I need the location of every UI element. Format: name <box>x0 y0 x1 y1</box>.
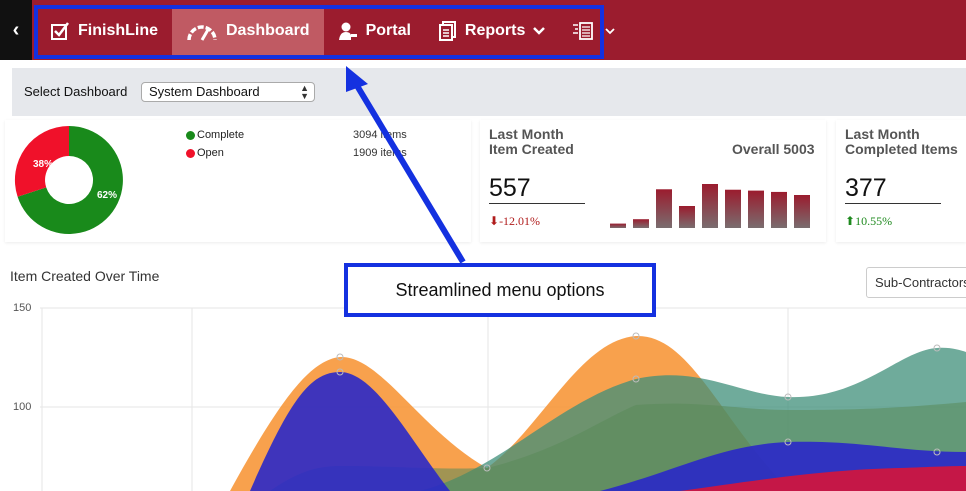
y-tick-150: 150 <box>13 302 32 314</box>
list-doc-icon <box>573 21 597 41</box>
nav-more-reports[interactable] <box>559 7 629 55</box>
dashboard-select-value: System Dashboard <box>149 84 260 99</box>
series-blue2-area <box>600 441 966 491</box>
items-created-title: Last Month Item Created <box>489 127 574 157</box>
dashboard-select-bar: Select Dashboard System Dashboard ▲ ▼ <box>12 68 966 116</box>
complete-count: 3094 items <box>353 129 407 141</box>
main-menu: FinishLine Dashboard Portal Reports <box>36 7 629 55</box>
series-orange-area <box>230 335 790 491</box>
arrow-up-icon: ⬆ <box>845 214 856 228</box>
sparkline-bar <box>748 190 764 228</box>
underline <box>489 203 585 204</box>
completed-title: Last Month Completed Items <box>845 127 958 157</box>
completed-title-line1: Last Month <box>845 126 920 142</box>
items-created-card: Last Month Item Created Overall 5003 557… <box>480 120 826 242</box>
checkbox-icon <box>50 21 70 41</box>
donut-open-percent: 38% <box>33 159 53 170</box>
speedometer-icon <box>186 20 218 42</box>
user-key-icon <box>338 21 358 41</box>
nav-finishline[interactable]: FinishLine <box>36 7 172 55</box>
monthly-bar-sparkline <box>610 184 810 228</box>
items-created-delta-value: -12.01% <box>499 214 541 228</box>
nav-finishline-label: FinishLine <box>78 22 158 39</box>
series-red-area <box>680 466 966 491</box>
series-teal-area <box>420 347 966 491</box>
sparkline-bar <box>771 191 787 228</box>
nav-portal-label: Portal <box>365 22 411 39</box>
chevron-down-icon <box>605 27 616 35</box>
overall-total: Overall 5003 <box>732 141 815 157</box>
sparkline-bar <box>725 189 741 228</box>
completed-value: 377 <box>845 174 887 202</box>
chart-gridlines <box>40 307 966 491</box>
y-tick-100: 100 <box>13 401 32 413</box>
legend-open-label: Open <box>197 147 224 159</box>
collapse-sidebar-button[interactable]: ‹ <box>0 0 32 60</box>
completed-items-card: Last Month Completed Items 377 ⬆10.55% <box>836 120 966 242</box>
items-created-title-line2: Item Created <box>489 141 574 157</box>
series-blue-area <box>250 372 450 491</box>
legend-complete-label: Complete <box>197 129 245 141</box>
nav-reports[interactable]: Reports <box>425 7 559 55</box>
items-created-delta: ⬇-12.01% <box>489 214 540 229</box>
sparkline-bar <box>656 189 672 228</box>
legend-dot <box>186 130 195 140</box>
completed-delta: ⬆10.55% <box>845 214 892 229</box>
items-created-value: 557 <box>489 174 531 202</box>
completed-delta-value: 10.55% <box>855 214 893 228</box>
sparkline-bar <box>610 223 626 228</box>
nav-dashboard-label: Dashboard <box>226 22 310 39</box>
dashboard-select[interactable]: System Dashboard ▲ ▼ <box>141 82 315 102</box>
select-dashboard-label: Select Dashboard <box>24 84 128 99</box>
sparkline-bar <box>679 206 695 228</box>
donut-complete-slice <box>17 126 123 234</box>
legend-dot <box>186 148 195 158</box>
top-navbar: ‹ FinishLine Dashboard Portal <box>0 0 966 60</box>
contractor-filter-select[interactable]: Sub-Contractors <box>866 267 966 298</box>
open-count: 1909 items <box>353 147 407 159</box>
status-card: 38% 62% Complete Open 3094 items 1909 it… <box>5 120 471 242</box>
nav-portal[interactable]: Portal <box>324 7 425 55</box>
chevron-down-icon <box>533 26 546 36</box>
updown-arrows-icon: ▲ ▼ <box>300 83 309 101</box>
sparkline-bar <box>633 219 649 228</box>
chart-points <box>336 332 941 472</box>
nav-dashboard[interactable]: Dashboard <box>172 7 324 55</box>
annotation-callout: Streamlined menu options <box>344 263 656 317</box>
completed-title-line2: Completed Items <box>845 141 958 157</box>
arrow-down-icon: ⬇ <box>489 214 500 228</box>
donut-open-slice <box>14 125 69 197</box>
underline <box>845 203 941 204</box>
donut-complete-percent: 62% <box>97 190 117 201</box>
items-created-title-line1: Last Month <box>489 126 564 142</box>
legend-complete: Complete <box>186 129 244 141</box>
sparkline-bar <box>702 184 718 228</box>
nav-reports-label: Reports <box>464 22 526 39</box>
report-icon <box>438 21 457 41</box>
sparkline-bar <box>794 195 810 228</box>
timeline-chart-title: Item Created Over Time <box>10 268 160 284</box>
status-donut-chart: 38% 62% <box>14 125 123 234</box>
series-green-area <box>270 402 966 491</box>
legend-open: Open <box>186 147 224 159</box>
